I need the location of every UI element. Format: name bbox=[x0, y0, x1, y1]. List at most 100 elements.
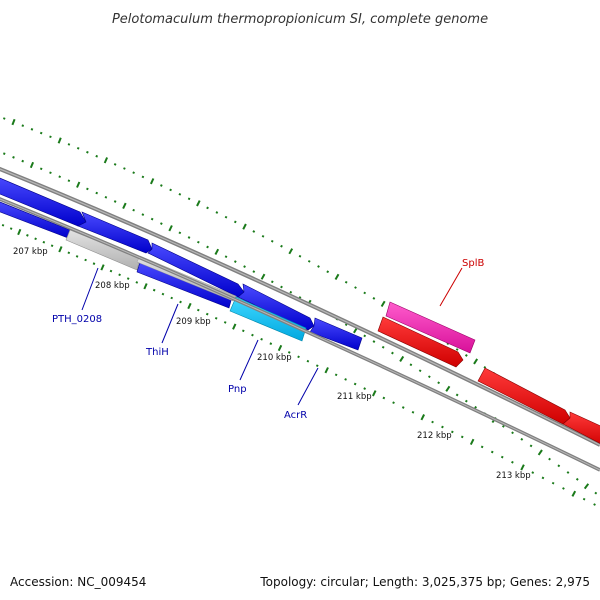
tick-minor bbox=[409, 363, 413, 367]
tick-minor bbox=[251, 333, 254, 337]
tick-minor bbox=[161, 292, 165, 296]
tick-minor bbox=[531, 471, 535, 474]
gene-red-1[interactable] bbox=[377, 316, 464, 368]
tick-minor bbox=[21, 159, 25, 163]
tick-major bbox=[537, 449, 543, 456]
tick-minor bbox=[67, 251, 71, 255]
kbp-label: 211 kbp bbox=[337, 392, 372, 402]
gene-label-pnp[interactable]: Pnp bbox=[228, 384, 247, 395]
tick-minor bbox=[2, 117, 6, 120]
tick-minor bbox=[196, 308, 200, 312]
tick-minor bbox=[354, 286, 357, 289]
tick-minor bbox=[233, 260, 237, 263]
tick-minor bbox=[511, 460, 514, 464]
tick-minor bbox=[315, 364, 319, 368]
tick-minor bbox=[233, 220, 237, 224]
tick-major bbox=[149, 178, 155, 185]
tick-minor bbox=[197, 240, 200, 244]
tick-minor bbox=[566, 471, 570, 474]
tick-major bbox=[214, 248, 220, 255]
tick-minor bbox=[344, 378, 347, 381]
gene-red-2[interactable] bbox=[477, 367, 571, 425]
tick-minor bbox=[490, 450, 494, 454]
tick-major bbox=[445, 385, 451, 392]
tick-minor bbox=[178, 192, 182, 196]
tick-minor bbox=[170, 296, 174, 300]
tick-minor bbox=[480, 445, 484, 449]
tick-minor bbox=[431, 420, 434, 424]
tick-major bbox=[473, 358, 479, 365]
gene-label-splb[interactable]: SplB bbox=[462, 258, 484, 269]
gene-forward-blue-2[interactable] bbox=[77, 211, 153, 254]
tick-minor bbox=[483, 366, 487, 369]
tick-minor bbox=[113, 200, 117, 203]
tick-major bbox=[76, 181, 81, 188]
tick-minor bbox=[363, 291, 367, 295]
tick-major bbox=[57, 137, 62, 144]
tick-minor bbox=[317, 265, 320, 268]
tick-minor bbox=[411, 410, 415, 414]
gene-label-thih[interactable]: ThiH bbox=[145, 347, 169, 358]
gene-splb[interactable] bbox=[385, 301, 476, 354]
tick-minor bbox=[261, 234, 265, 238]
tick-minor bbox=[287, 351, 291, 354]
kbp-label: 210 kbp bbox=[257, 353, 292, 363]
tick-minor bbox=[391, 351, 394, 355]
tick-minor bbox=[206, 245, 209, 249]
gene-red-3[interactable] bbox=[562, 411, 600, 446]
tick-minor bbox=[464, 399, 468, 403]
tick-minor bbox=[520, 437, 524, 441]
tick-minor bbox=[86, 150, 89, 154]
tick-major bbox=[288, 248, 294, 255]
kbp-label: 207 kbp bbox=[13, 247, 48, 257]
tick-minor bbox=[1, 224, 5, 227]
tick-minor bbox=[575, 477, 579, 481]
map-title: Pelotomaculum thermopropionicum SI, comp… bbox=[112, 12, 488, 27]
kbp-label: 209 kbp bbox=[176, 317, 211, 327]
tick-minor bbox=[95, 154, 99, 158]
tick-minor bbox=[541, 476, 545, 480]
gene-pnp[interactable] bbox=[229, 296, 307, 342]
tick-minor bbox=[298, 254, 302, 258]
tick-minor bbox=[84, 258, 87, 262]
gene-forward-blue-4[interactable] bbox=[237, 283, 315, 331]
tick-minor bbox=[381, 345, 385, 349]
gene-label-leaders bbox=[81, 267, 463, 406]
tick-minor bbox=[241, 329, 245, 333]
tick-minor bbox=[280, 244, 283, 248]
tick-minor bbox=[224, 255, 228, 259]
tick-minor bbox=[109, 269, 113, 273]
tick-minor bbox=[86, 187, 89, 191]
tick-minor bbox=[123, 167, 126, 170]
genome-summary-text: Topology: circular; Length: 3,025,375 bp… bbox=[259, 575, 590, 589]
tick-minor bbox=[132, 171, 135, 175]
tick-minor bbox=[548, 457, 551, 461]
tick-minor bbox=[280, 285, 283, 289]
tick-minor bbox=[34, 237, 37, 241]
tick-minor bbox=[372, 340, 376, 343]
gene-forward-blue-5[interactable] bbox=[309, 317, 363, 351]
tick-minor bbox=[118, 273, 121, 277]
gene-label-acrr[interactable]: AcrR bbox=[284, 410, 307, 421]
tick-major bbox=[420, 414, 425, 421]
tick-major bbox=[571, 490, 577, 497]
tick-major bbox=[242, 223, 247, 230]
tick-minor bbox=[464, 354, 468, 357]
gene-label-pth-0208[interactable]: PTH_0208 bbox=[52, 314, 102, 325]
tick-major bbox=[399, 355, 405, 362]
tick-minor bbox=[392, 401, 395, 405]
accession-text: Accession: NC_009454 bbox=[10, 575, 146, 589]
tick-minor bbox=[529, 444, 533, 448]
tick-minor bbox=[594, 491, 598, 495]
tick-minor bbox=[363, 387, 366, 390]
tick-minor bbox=[205, 312, 209, 316]
tick-minor bbox=[113, 163, 117, 166]
tick-minor bbox=[95, 191, 99, 195]
kbp-labels: 207 kbp 208 kbp 209 kbp 210 kbp 211 kbp … bbox=[13, 247, 531, 481]
tick-major bbox=[143, 283, 148, 290]
tick-minor bbox=[460, 435, 464, 439]
tick-minor bbox=[152, 288, 156, 292]
tick-minor bbox=[9, 227, 13, 230]
tick-minor bbox=[160, 184, 163, 187]
